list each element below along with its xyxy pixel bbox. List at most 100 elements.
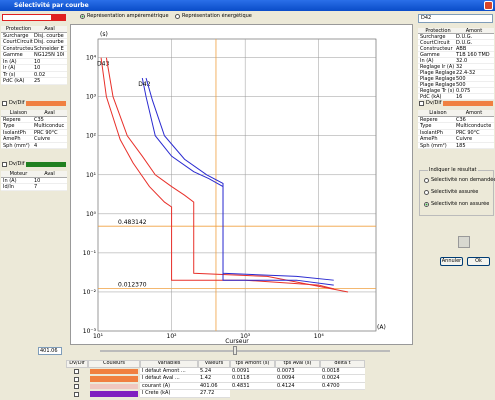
icon-button[interactable] bbox=[458, 236, 470, 248]
table-cell: Type bbox=[420, 123, 432, 129]
table-cell: Sph (mm²) bbox=[420, 142, 447, 149]
table-cell: AmePh bbox=[3, 136, 21, 142]
table-cell: Gamme bbox=[3, 52, 23, 58]
radio[interactable] bbox=[175, 14, 180, 19]
table-cell: Gamme bbox=[420, 52, 440, 58]
close-button[interactable] bbox=[484, 1, 493, 10]
table-cell: PdC (kA) bbox=[420, 94, 442, 100]
table-cell: Repere bbox=[420, 116, 438, 123]
table-cell: T1B 160 TMD 1.. bbox=[456, 52, 491, 58]
header-cell: Protection bbox=[425, 28, 451, 34]
checkbox[interactable] bbox=[2, 101, 7, 106]
table-cell: 0.0118 bbox=[230, 375, 275, 383]
table-cell: 32.0 bbox=[456, 58, 468, 64]
table-cell: IsolantPh bbox=[420, 129, 443, 136]
table-cell: In (A) bbox=[3, 177, 17, 184]
table-cell: Cuivre bbox=[456, 136, 473, 142]
button[interactable]: Ok bbox=[467, 257, 490, 266]
table-cell: 185 bbox=[456, 142, 466, 149]
table-cell: Type bbox=[3, 123, 15, 129]
row-checkbox[interactable] bbox=[74, 369, 79, 374]
table-cell: 16 bbox=[456, 94, 463, 100]
cursor-label: Curseur bbox=[225, 338, 249, 344]
table-cell: 1.42 bbox=[198, 375, 230, 383]
header-cell: Liaison bbox=[429, 110, 447, 116]
radio-label: Sélectivité non demandée bbox=[431, 177, 495, 183]
table-cell: 0.0091 bbox=[230, 367, 275, 375]
button[interactable]: Annuler bbox=[440, 257, 463, 266]
y-tick-label: 10² bbox=[86, 133, 97, 140]
table-row: Gamme NG125N 10k Co.. bbox=[1, 52, 67, 59]
left-input[interactable] bbox=[3, 15, 51, 20]
radio[interactable] bbox=[424, 190, 429, 195]
table-header: Moteur Aval bbox=[1, 171, 67, 178]
table-cell: 500 bbox=[456, 76, 466, 82]
table-row: Ir (A) 10 bbox=[1, 65, 67, 72]
table-cell: Plage Reglage CR (A) bbox=[420, 76, 455, 82]
table-cell: Constructeur bbox=[3, 45, 33, 52]
y-tick-label: 10⁰ bbox=[86, 211, 97, 218]
radio[interactable] bbox=[424, 202, 429, 207]
radio[interactable] bbox=[80, 14, 85, 19]
table-row: Reglage Tr (s) 0.075 bbox=[418, 88, 494, 94]
selected-input[interactable]: D42 bbox=[418, 14, 493, 23]
table-cell: PRC 90°C bbox=[456, 129, 480, 136]
checkbox[interactable] bbox=[2, 162, 7, 167]
table-cell: 27.72 bbox=[198, 390, 230, 398]
table-header: Protection Aval bbox=[1, 26, 67, 33]
table-cell: I défaut Aval ... bbox=[140, 375, 198, 383]
x-tick-label: 10⁴ bbox=[314, 333, 325, 340]
x-tick-label: 10² bbox=[167, 333, 178, 340]
slider-track[interactable] bbox=[100, 350, 390, 352]
checkbox[interactable] bbox=[419, 101, 424, 106]
table-row: PdC (kA) 25 bbox=[1, 78, 67, 85]
table-row: AmePh Cuivre bbox=[418, 136, 494, 143]
curve bbox=[145, 77, 334, 281]
y-axis-label: (s) bbox=[100, 31, 108, 38]
table-row: Sph (mm²) 185 bbox=[418, 142, 494, 149]
table-cell: 0.4831 bbox=[230, 382, 275, 390]
table-cell: 0.0018 bbox=[320, 367, 365, 375]
row-checkbox[interactable] bbox=[74, 376, 79, 382]
table-row: Plage Reglage CR (A)500 bbox=[418, 76, 494, 82]
table-cell: Plage Reglage I.. bbox=[420, 82, 455, 88]
table-row: Tr (s) 0.02 bbox=[1, 71, 67, 78]
table-cell: C35 bbox=[34, 116, 44, 123]
table-row: Constructeur ABB bbox=[418, 46, 494, 52]
table-row: PdC (kA) 16 bbox=[418, 94, 494, 100]
header-cell: Moteur bbox=[9, 171, 28, 177]
slider-thumb[interactable] bbox=[233, 346, 237, 355]
table-row: Reglage Ir (A) 32 bbox=[418, 64, 494, 70]
y-tick-label: 10⁴ bbox=[86, 55, 97, 62]
table-cell: Disj. courbe C bbox=[34, 32, 64, 39]
table-cell: CourtCircuit bbox=[420, 40, 450, 46]
table-cell: Surcharge bbox=[3, 32, 29, 39]
table-row: Id/In 7 bbox=[1, 184, 67, 191]
table-header-cell: delta t bbox=[320, 360, 365, 368]
radio[interactable] bbox=[424, 178, 429, 183]
table-row: Sph (mm²) 4 bbox=[1, 142, 67, 149]
table-cell: Ir (A) bbox=[3, 65, 16, 71]
cursor-select[interactable]: 401.06 bbox=[38, 347, 62, 355]
header-cell: Aval bbox=[44, 26, 55, 32]
table-cell: 0.0094 bbox=[275, 375, 320, 383]
table-header-cell: tps Amont (s) bbox=[230, 360, 275, 368]
table-cell: 0.0024 bbox=[320, 375, 365, 383]
y-tick-label: 10⁻³ bbox=[83, 328, 97, 335]
table-cell: courant (A) bbox=[140, 382, 198, 390]
table-cell: Id/In bbox=[3, 184, 14, 190]
table-row: Surcharge D.U.G. bbox=[418, 34, 494, 40]
checkbox-label: Dv/Dif bbox=[426, 100, 442, 106]
row-checkbox[interactable] bbox=[74, 384, 79, 389]
table-cell: AmePh bbox=[420, 136, 438, 142]
row-checkbox[interactable] bbox=[74, 391, 79, 397]
table-cell: D.U.G. bbox=[456, 34, 473, 40]
y-tick-label: 10⁻¹ bbox=[83, 250, 97, 257]
table-cell: In (A) bbox=[3, 58, 17, 65]
table-row: Plage Reglage L..22.4-32 bbox=[418, 70, 494, 76]
table-header: Protection Amont bbox=[418, 28, 494, 34]
header-cell: Amont bbox=[465, 28, 483, 34]
color-bar bbox=[443, 101, 493, 106]
